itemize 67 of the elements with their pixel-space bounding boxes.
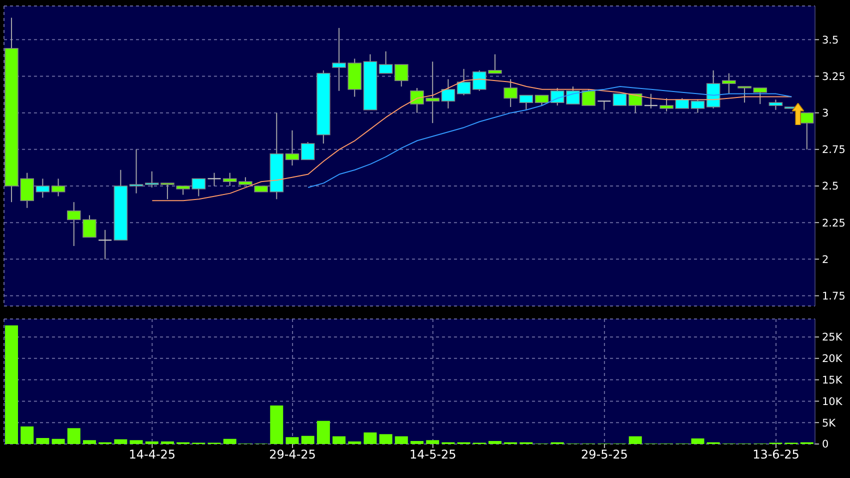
candlestick: [534, 94, 549, 106]
bar: [5, 325, 18, 444]
bar: [364, 432, 377, 444]
y-tick-label: 15K: [822, 374, 844, 387]
bar: [301, 436, 314, 444]
candlestick: [612, 93, 627, 106]
candlestick: [722, 72, 736, 94]
bar: [394, 436, 408, 444]
bar: [67, 428, 80, 444]
x-tick-label: 13-6-25: [752, 448, 800, 462]
y-tick-label: 3: [822, 108, 829, 120]
y-tick-label: 2.5: [822, 180, 839, 193]
bar: [223, 438, 236, 444]
x-tick-label: 29-4-25: [269, 448, 316, 462]
y-tick-label: 2.25: [822, 217, 846, 230]
line-series: [308, 86, 792, 188]
candlestick: [690, 99, 705, 114]
bar: [82, 440, 96, 444]
candlestick: [768, 99, 783, 110]
y-tick-label: 3.5: [822, 34, 839, 46]
candlestick: [628, 93, 642, 114]
bar: [160, 441, 174, 444]
y-tick-label: 0: [822, 438, 829, 451]
bar: [426, 440, 440, 444]
candlestick: [222, 172, 237, 186]
bar: [332, 436, 346, 444]
bar: [130, 440, 143, 444]
candlestick: [192, 178, 206, 197]
bar: [114, 439, 128, 444]
bar: [286, 437, 299, 444]
y-tick-label: 20K: [822, 353, 844, 366]
candlestick: [441, 78, 456, 109]
candlestick: [800, 112, 814, 150]
y-tick-label: 1.75: [822, 290, 846, 302]
candlestick: [706, 70, 720, 109]
y-tick-label: 3.25: [822, 70, 846, 83]
candlestick: [504, 78, 518, 108]
bar: [20, 426, 34, 444]
candlestick: [208, 172, 221, 186]
x-tick-label: 14-4-25: [128, 448, 176, 462]
bar: [348, 441, 362, 444]
candlestick: [51, 178, 66, 197]
candlestick: [36, 178, 50, 198]
candlestick: [456, 68, 471, 96]
bar: [36, 438, 50, 444]
y-tick-label: 10K: [822, 396, 844, 408]
bar: [488, 441, 502, 444]
candlestick: [378, 50, 393, 74]
candlestick: [519, 94, 534, 110]
bar: [410, 441, 424, 444]
x-tick-label: 14-5-25: [409, 448, 456, 462]
y-tick-label: 2: [822, 254, 829, 266]
bar: [379, 434, 392, 444]
bar: [270, 405, 284, 444]
bar: [52, 438, 65, 444]
candlestick: [300, 142, 315, 160]
bar: [691, 438, 704, 444]
candlestick: [285, 130, 300, 166]
bar: [316, 420, 330, 444]
bar: [628, 436, 642, 444]
candlestick: [394, 64, 408, 87]
candlestick: [129, 148, 144, 194]
bar: [145, 441, 158, 444]
y-tick-label: 5K: [822, 417, 837, 430]
y-tick-label: 2.75: [822, 144, 846, 156]
y-tick-label: 25K: [822, 332, 844, 344]
x-tick-label: 29-5-25: [581, 448, 628, 462]
